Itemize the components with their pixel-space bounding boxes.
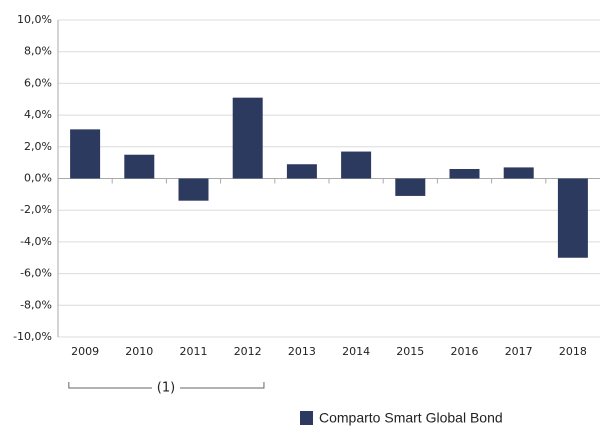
legend-swatch xyxy=(300,411,313,425)
x-tick-label: 2018 xyxy=(559,345,587,358)
y-tick-label: -4,0% xyxy=(20,235,52,248)
legend-text: Comparto Smart Global Bond xyxy=(319,410,503,426)
bar xyxy=(395,178,426,196)
x-tick-label: 2016 xyxy=(451,345,479,358)
bar xyxy=(70,129,101,179)
bar xyxy=(178,178,209,201)
x-tick-label: 2009 xyxy=(71,345,99,358)
x-tick-label: 2010 xyxy=(125,345,153,358)
y-tick-label: -2,0% xyxy=(20,203,52,216)
y-tick-label: 8,0% xyxy=(24,45,52,58)
y-tick-label: -6,0% xyxy=(20,267,52,280)
bar xyxy=(557,178,588,258)
y-tick-label: -8,0% xyxy=(20,298,52,311)
x-tick-label: 2014 xyxy=(342,345,370,358)
annotation: (1) xyxy=(157,381,175,396)
x-tick-label: 2011 xyxy=(180,345,208,358)
y-tick-label: 2,0% xyxy=(24,140,52,153)
bar xyxy=(503,167,534,179)
y-tick-label: -10,0% xyxy=(13,330,52,343)
bar xyxy=(286,164,317,179)
annotation-bracket xyxy=(68,382,265,389)
y-tick-label: 10,0% xyxy=(17,13,52,26)
bar xyxy=(124,154,155,179)
x-tick-label: 2013 xyxy=(288,345,316,358)
x-tick-label: 2015 xyxy=(396,345,424,358)
bar xyxy=(232,97,263,179)
y-tick-label: 4,0% xyxy=(24,108,52,121)
x-tick-label: 2012 xyxy=(234,345,262,358)
bar xyxy=(341,151,372,179)
y-tick-label: 6,0% xyxy=(24,76,52,89)
y-tick-label: 0,0% xyxy=(24,172,52,185)
x-tick-label: 2017 xyxy=(505,345,533,358)
bar xyxy=(449,168,480,179)
